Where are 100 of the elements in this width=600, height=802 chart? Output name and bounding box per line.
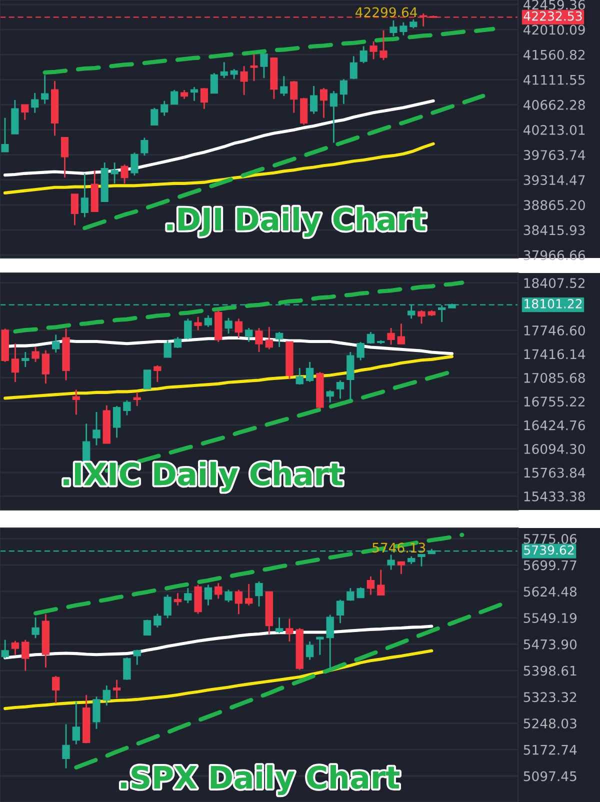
candlestick xyxy=(340,78,348,105)
candlestick xyxy=(11,342,20,383)
annotation: 42299.64 xyxy=(355,7,418,18)
candlestick xyxy=(346,587,354,602)
candlestick xyxy=(210,72,218,94)
candlestick xyxy=(92,411,100,446)
candlestick xyxy=(397,322,406,344)
candlestick xyxy=(31,92,39,114)
candlestick xyxy=(387,327,395,346)
candlestick xyxy=(154,613,162,628)
candlestick xyxy=(102,684,110,706)
candlestick xyxy=(60,137,69,178)
y-tick-label: 41111.55 xyxy=(524,75,585,85)
candlestick xyxy=(72,388,80,416)
text: .SPX Daily Chart xyxy=(121,765,400,795)
candlestick xyxy=(290,80,298,114)
candlestick xyxy=(224,317,232,334)
candlestick xyxy=(123,400,131,416)
line-series xyxy=(42,26,496,75)
candlestick xyxy=(32,616,40,639)
candlestick xyxy=(255,327,263,353)
candlestick xyxy=(143,619,152,636)
candlestick xyxy=(80,172,88,218)
candlestick xyxy=(133,649,141,666)
candlestick xyxy=(204,584,212,606)
y-tick-label: 5323.32 xyxy=(524,692,576,702)
y-tick-label: 15433.38 xyxy=(524,491,585,502)
line-series xyxy=(3,99,435,177)
candlestick xyxy=(110,162,118,184)
y-tick-label: 5699.77 xyxy=(524,560,576,570)
candlestick xyxy=(52,675,60,704)
candlestick xyxy=(286,618,294,642)
candlestick xyxy=(184,318,192,340)
candlestick xyxy=(120,164,128,184)
ref-line-label: 42232.53 xyxy=(524,11,582,21)
y-tick-label: 16094.30 xyxy=(524,444,585,454)
line-series xyxy=(3,142,435,194)
candlestick xyxy=(170,89,178,105)
y-tick-label: 5172.74 xyxy=(524,744,577,755)
candlestick xyxy=(224,589,232,603)
y-tick-label: 16424.76 xyxy=(524,420,585,430)
candlestick xyxy=(330,90,338,144)
candlestick xyxy=(296,367,304,386)
candlestick xyxy=(200,87,208,110)
candlestick xyxy=(245,327,253,343)
y-tick-label: 17416.14 xyxy=(524,349,586,360)
y-tick-label: 41560.82 xyxy=(524,50,584,60)
candlestick xyxy=(360,46,368,64)
candlestick xyxy=(21,104,29,121)
candlestick xyxy=(255,580,263,608)
candlestick xyxy=(265,326,273,350)
candlestick xyxy=(245,583,253,606)
candlestick xyxy=(220,61,228,79)
candlestick xyxy=(174,592,182,606)
candlestick xyxy=(150,107,158,126)
candlestick xyxy=(204,314,212,328)
candlestick xyxy=(164,340,172,358)
candlestick xyxy=(160,100,168,117)
candlestick xyxy=(133,391,141,407)
candlestick xyxy=(92,696,100,730)
y-tick-label: 42010.09 xyxy=(524,24,585,35)
y-tick-label: 39314.47 xyxy=(524,175,585,186)
y-tick-label: 37966.66 xyxy=(524,250,585,260)
line-series xyxy=(33,532,464,616)
candlestick xyxy=(356,341,364,361)
candlestick xyxy=(230,68,238,80)
candlestick xyxy=(260,52,268,79)
candlestick xyxy=(310,85,318,115)
text: .DJI Daily Chart xyxy=(167,206,426,237)
y-tick-label: 5473.90 xyxy=(524,639,577,650)
ref-line-label: 5739.62 xyxy=(524,545,574,555)
candlestick xyxy=(164,594,172,619)
candlestick xyxy=(70,194,78,226)
candlestick xyxy=(380,30,388,61)
candlestick xyxy=(275,616,284,634)
y-tick-label: 5097.45 xyxy=(524,771,576,782)
candlestick xyxy=(326,390,334,404)
y-tick-label: 15763.84 xyxy=(524,468,586,478)
candlestick xyxy=(234,318,243,339)
candlestick xyxy=(346,351,354,402)
candlestick xyxy=(306,361,314,383)
candlestick xyxy=(306,640,314,661)
candlestick xyxy=(320,87,328,119)
candlestick xyxy=(112,405,121,438)
line-series xyxy=(4,355,454,400)
candlestick xyxy=(32,346,40,363)
candlestick xyxy=(316,636,324,656)
y-tick-label: 17085.68 xyxy=(524,372,585,383)
candlestick xyxy=(336,599,344,624)
candlestick xyxy=(370,40,378,60)
candlestick xyxy=(438,304,446,323)
y-tick-label: 5248.03 xyxy=(524,718,576,728)
candlestick xyxy=(112,679,121,699)
candlestick xyxy=(390,20,398,37)
candlestick xyxy=(377,569,385,596)
y-tick-label: 38415.93 xyxy=(524,225,585,236)
candlestick xyxy=(41,74,49,105)
candlestick xyxy=(123,656,131,681)
line-series xyxy=(13,280,464,334)
candlestick xyxy=(418,310,426,324)
